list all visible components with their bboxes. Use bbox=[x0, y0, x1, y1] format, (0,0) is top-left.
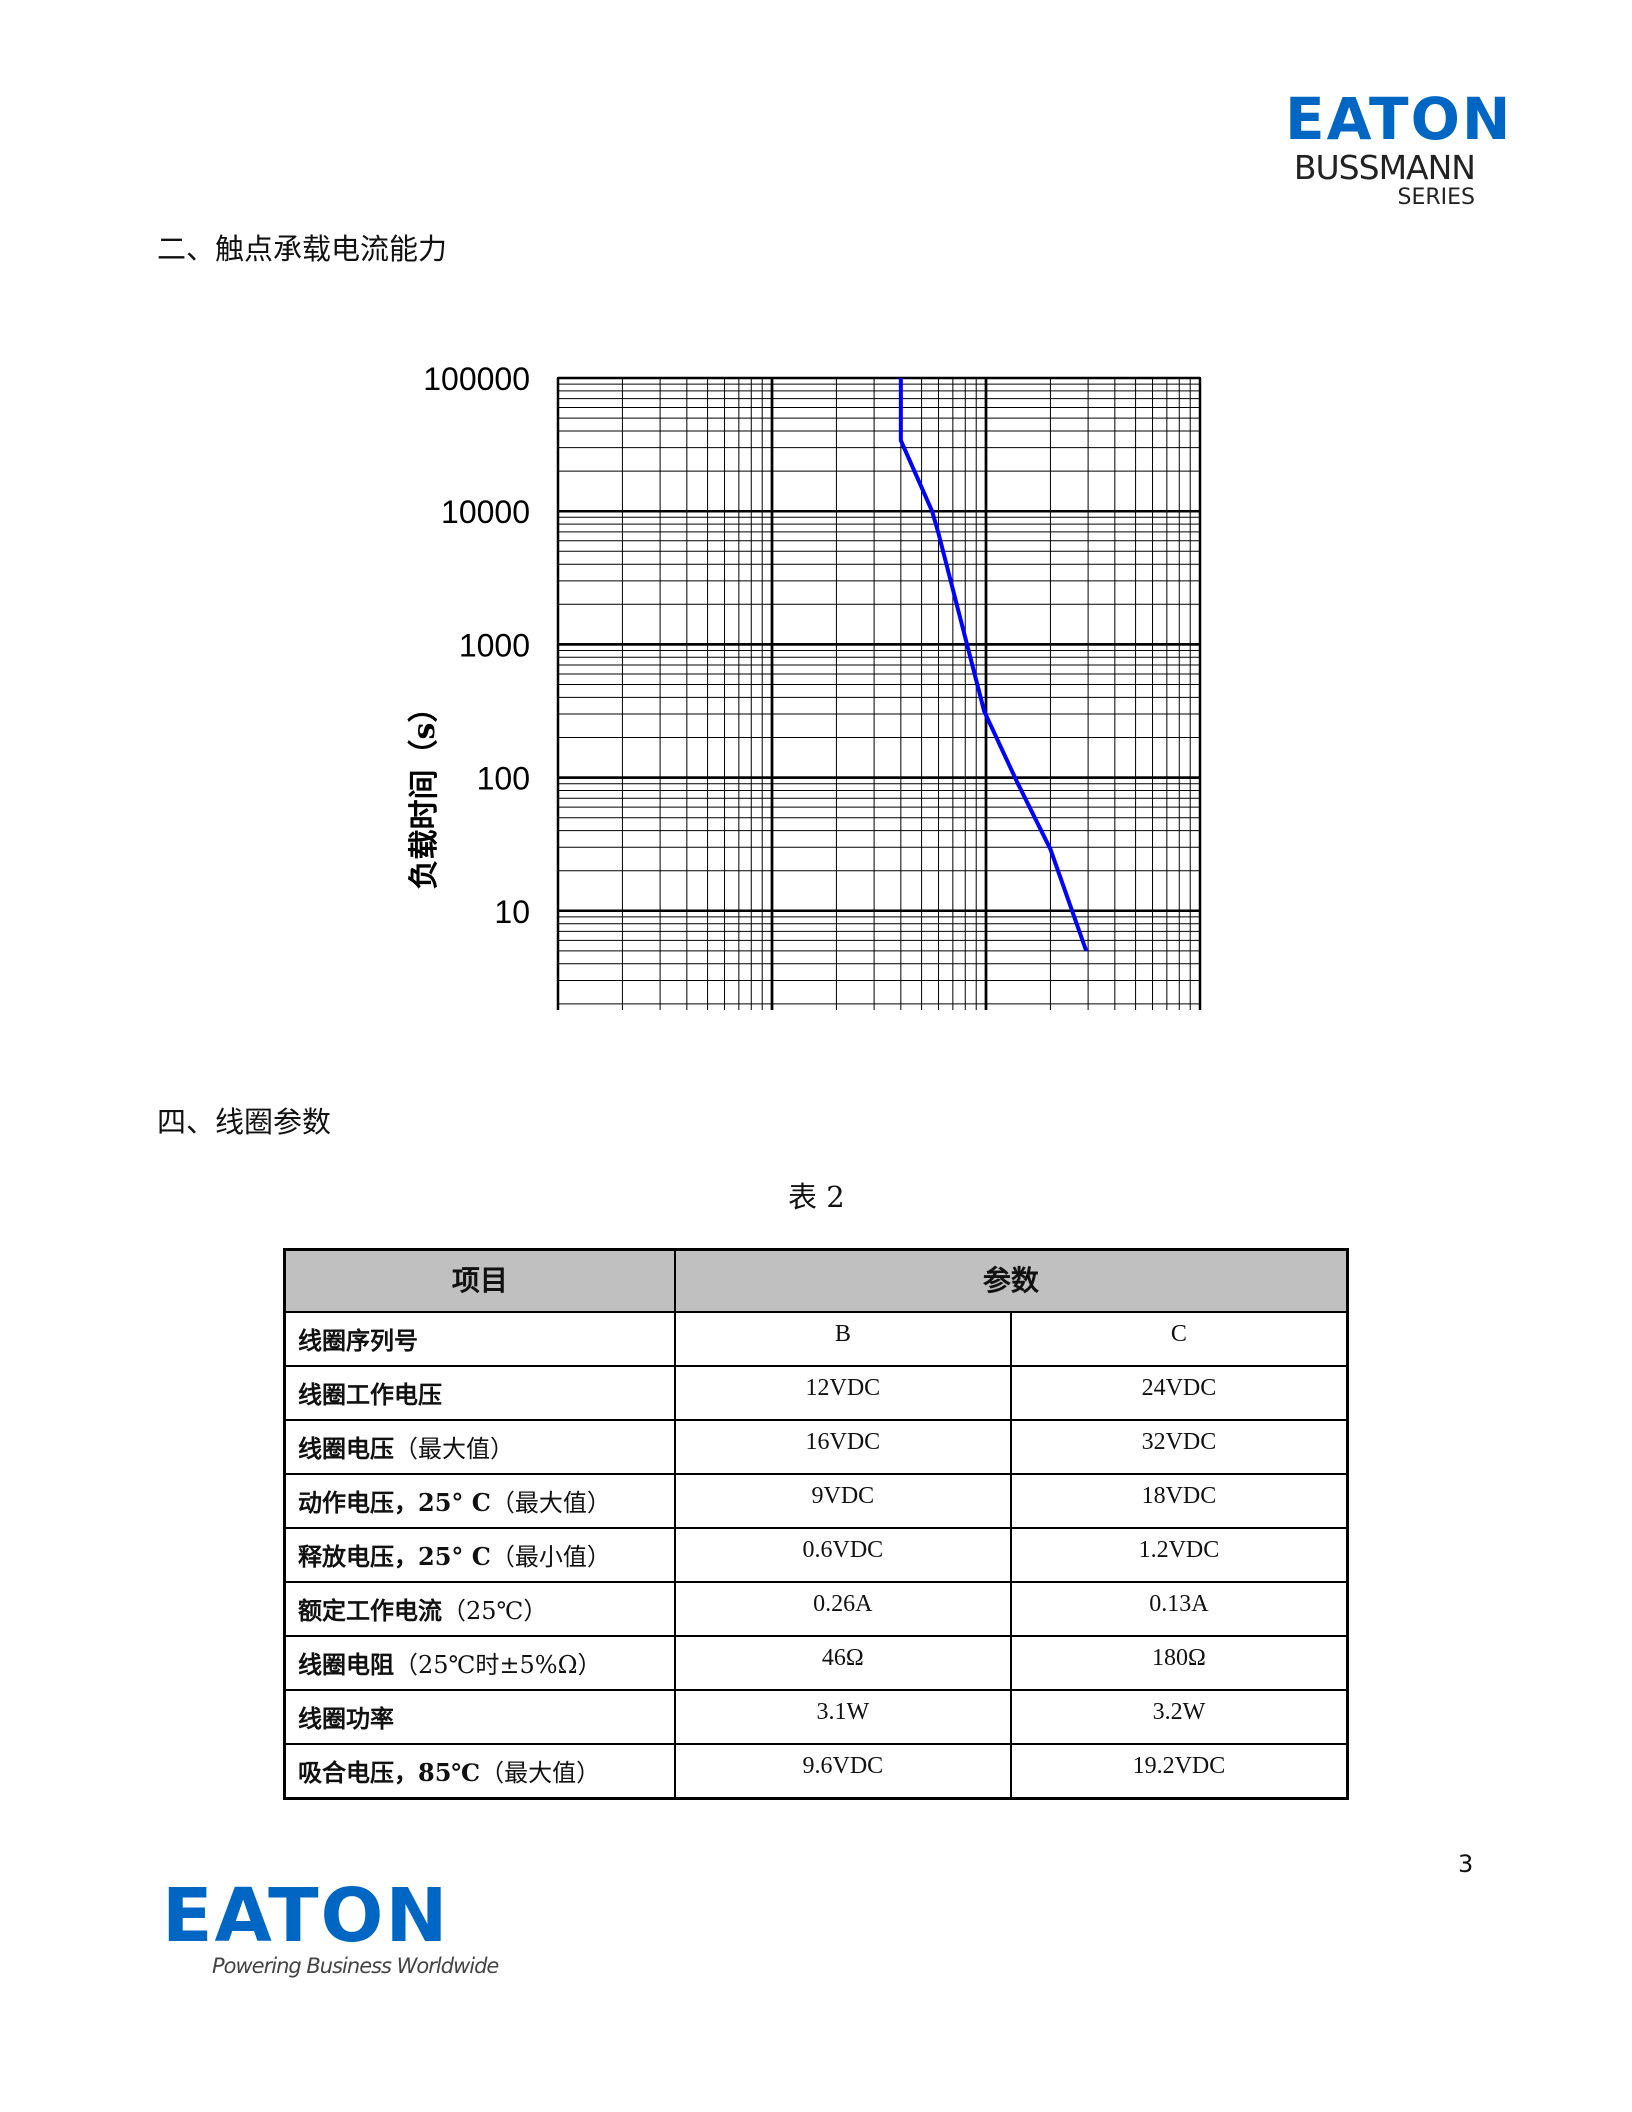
value-b: 0.6VDC bbox=[673, 1527, 1012, 1583]
header-item: 项目 bbox=[283, 1248, 676, 1313]
page-number: 3 bbox=[1458, 1850, 1474, 1878]
value-c: 3.2W bbox=[1009, 1689, 1349, 1745]
bussmann-text: BUSSMANN bbox=[1293, 148, 1476, 187]
value-b: 16VDC bbox=[673, 1419, 1012, 1475]
header-logo: EATON BUSSMANN SERIES bbox=[1285, 85, 1513, 210]
label-note: （最大值） bbox=[480, 1759, 601, 1787]
table-row: 释放电压，25° C（最小值） 0.6VDC 1.2VDC bbox=[283, 1527, 1349, 1583]
table-row: 线圈功率 3.1W 3.2W bbox=[283, 1689, 1349, 1745]
label-note: （最大值） bbox=[490, 1489, 611, 1517]
label-text: 线圈序列号 bbox=[298, 1326, 418, 1355]
table-row: 线圈电阻（25℃时±5%Ω） 46Ω 180Ω bbox=[283, 1635, 1349, 1691]
label-text: 线圈功率 bbox=[298, 1704, 394, 1733]
current-time-chart: 1101001000110100100010000100000负载电流（A）负载… bbox=[407, 361, 1202, 1010]
row-label: 线圈序列号 bbox=[283, 1311, 676, 1367]
row-label: 额定工作电流（25℃） bbox=[283, 1581, 676, 1637]
label-note: （25℃时±5%Ω） bbox=[394, 1651, 602, 1679]
y-tick-label: 10000 bbox=[441, 494, 530, 530]
value-c: 0.13A bbox=[1009, 1581, 1349, 1637]
value-b: 3.1W bbox=[673, 1689, 1012, 1745]
value-b: 9.6VDC bbox=[673, 1743, 1012, 1800]
footer-logo: EATON Powering Business Worldwide bbox=[162, 1873, 499, 1978]
table-row: 额定工作电流（25℃） 0.26A 0.13A bbox=[283, 1581, 1349, 1637]
label-text: 线圈电压 bbox=[298, 1434, 394, 1463]
row-label: 动作电压，25° C（最大值） bbox=[283, 1473, 676, 1529]
label-note: （最小值） bbox=[490, 1543, 611, 1571]
label-text: 释放电压，25° C bbox=[298, 1542, 491, 1571]
row-label: 释放电压，25° C（最小值） bbox=[283, 1527, 676, 1583]
header-params: 参数 bbox=[673, 1248, 1349, 1313]
series-text: SERIES bbox=[1397, 185, 1475, 210]
y-tick-label: 100000 bbox=[423, 361, 530, 397]
value-c: 32VDC bbox=[1009, 1419, 1349, 1475]
label-text: 线圈电阻 bbox=[298, 1650, 394, 1679]
section-2-title: 二、触点承载电流能力 bbox=[157, 232, 448, 266]
value-c: 1.2VDC bbox=[1009, 1527, 1349, 1583]
value-c: 18VDC bbox=[1009, 1473, 1349, 1529]
tagline: Powering Business Worldwide bbox=[212, 1954, 499, 1978]
label-note: （25℃） bbox=[442, 1597, 548, 1625]
value-b: 9VDC bbox=[673, 1473, 1012, 1529]
value-b: 0.26A bbox=[673, 1581, 1012, 1637]
label-text: 动作电压，25° C bbox=[298, 1488, 491, 1517]
label-text: 吸合电压，85℃ bbox=[298, 1758, 481, 1787]
row-label: 线圈电压（最大值） bbox=[283, 1419, 676, 1475]
table-row: 线圈工作电压 12VDC 24VDC bbox=[283, 1365, 1349, 1421]
value-c: 180Ω bbox=[1009, 1635, 1349, 1691]
value-c: C bbox=[1009, 1311, 1349, 1367]
value-b: B bbox=[673, 1311, 1012, 1367]
value-c: 19.2VDC bbox=[1009, 1743, 1349, 1800]
row-label: 线圈电阻（25℃时±5%Ω） bbox=[283, 1635, 676, 1691]
y-tick-label: 10 bbox=[494, 894, 530, 930]
y-tick-label: 1000 bbox=[459, 627, 530, 663]
value-b: 46Ω bbox=[673, 1635, 1012, 1691]
y-axis-label: 负载时间（s） bbox=[407, 693, 442, 890]
table-row: 动作电压，25° C（最大值） 9VDC 18VDC bbox=[283, 1473, 1349, 1529]
row-label: 吸合电压，85℃（最大值） bbox=[283, 1743, 676, 1800]
table-row: 线圈序列号 B C bbox=[283, 1311, 1349, 1367]
label-note: （最大值） bbox=[394, 1435, 514, 1463]
table-row: 线圈电压（最大值） 16VDC 32VDC bbox=[283, 1419, 1349, 1475]
plot-frame bbox=[557, 377, 1201, 1010]
coil-parameters-table: 项目 参数 线圈序列号 B C 线圈工作电压 12VDC 24VDC 线圈电压（最大… bbox=[283, 1248, 1349, 1800]
table-row: 吸合电压，85℃（最大值） 9.6VDC 19.2VDC bbox=[283, 1743, 1349, 1800]
label-text: 额定工作电流 bbox=[298, 1596, 442, 1625]
y-tick-label: 100 bbox=[477, 761, 530, 797]
section-4-title: 四、线圈参数 bbox=[157, 1105, 332, 1139]
value-b: 12VDC bbox=[673, 1365, 1012, 1421]
label-text: 线圈工作电压 bbox=[298, 1380, 442, 1409]
row-label: 线圈工作电压 bbox=[283, 1365, 676, 1421]
curve-series-0 bbox=[898, 378, 1089, 952]
value-c: 24VDC bbox=[1009, 1365, 1349, 1421]
eaton-logo-text: EATON bbox=[1285, 85, 1513, 153]
eaton-footer-logo-text: EATON bbox=[162, 1873, 450, 1959]
row-label: 线圈功率 bbox=[283, 1689, 676, 1745]
table-caption: 表 2 bbox=[788, 1180, 845, 1214]
